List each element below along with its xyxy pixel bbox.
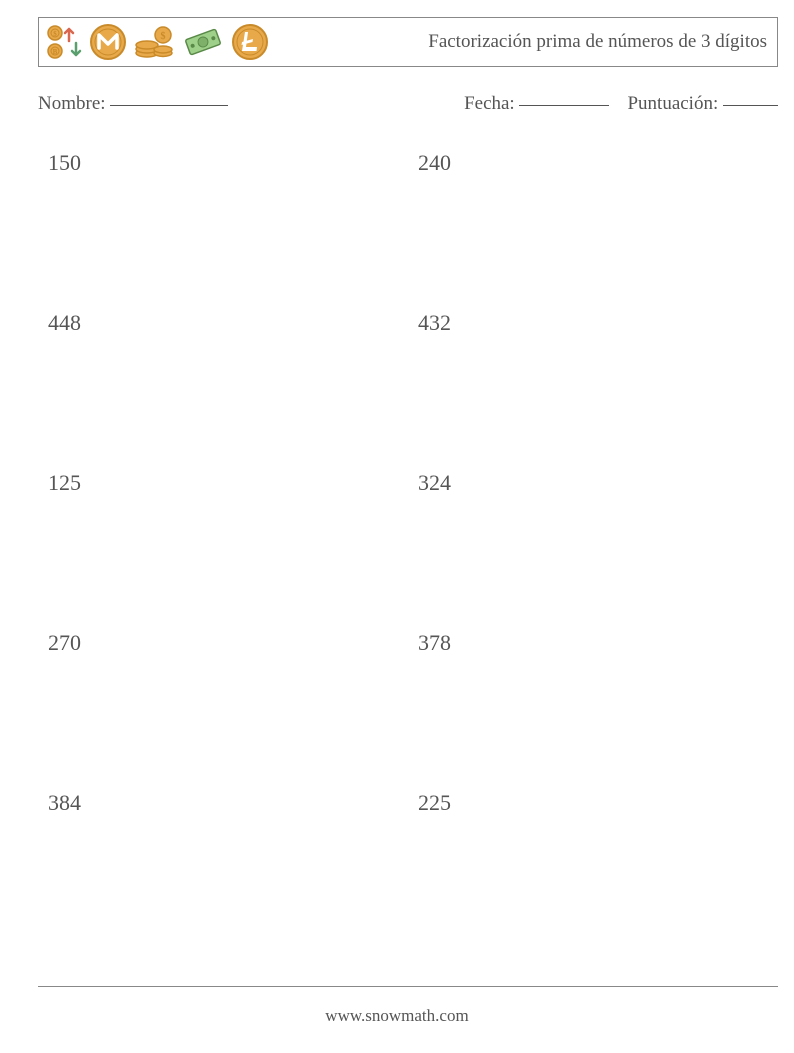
score-label: Puntuación: bbox=[627, 93, 718, 114]
monero-coin-icon bbox=[89, 23, 127, 61]
problem-cell: 240 bbox=[418, 150, 768, 310]
problem-cell: 324 bbox=[418, 470, 768, 630]
score-field: Puntuación: bbox=[627, 93, 778, 115]
name-label: Nombre: bbox=[38, 93, 106, 114]
date-underline bbox=[519, 105, 609, 106]
header-icons: $ B $ bbox=[45, 23, 269, 61]
coin-exchange-icon: $ B bbox=[45, 23, 83, 61]
litecoin-icon bbox=[231, 23, 269, 61]
problem-cell: 448 bbox=[48, 310, 418, 470]
worksheet-header: $ B $ bbox=[38, 17, 778, 67]
cash-icon bbox=[181, 23, 225, 61]
date-field: Fecha: bbox=[464, 93, 609, 115]
coin-stack-icon: $ bbox=[133, 23, 175, 61]
svg-text:$: $ bbox=[53, 30, 57, 38]
problems-grid: 150 240 448 432 125 324 270 378 384 225 bbox=[48, 150, 768, 950]
problem-cell: 432 bbox=[418, 310, 768, 470]
problem-cell: 150 bbox=[48, 150, 418, 310]
footer-url: www.snowmath.com bbox=[0, 1006, 794, 1026]
date-label: Fecha: bbox=[464, 93, 515, 114]
name-field: Nombre: bbox=[38, 93, 464, 115]
problem-cell: 384 bbox=[48, 790, 418, 950]
problem-cell: 270 bbox=[48, 630, 418, 790]
name-underline bbox=[110, 105, 228, 106]
score-underline bbox=[723, 105, 778, 106]
info-row: Nombre: Fecha: Puntuación: bbox=[38, 93, 778, 115]
worksheet-title: Factorización prima de números de 3 dígi… bbox=[428, 31, 767, 53]
footer-divider bbox=[38, 986, 778, 987]
svg-text:B: B bbox=[53, 48, 58, 56]
problem-cell: 225 bbox=[418, 790, 768, 950]
problem-cell: 378 bbox=[418, 630, 768, 790]
svg-text:$: $ bbox=[161, 31, 166, 42]
problem-cell: 125 bbox=[48, 470, 418, 630]
